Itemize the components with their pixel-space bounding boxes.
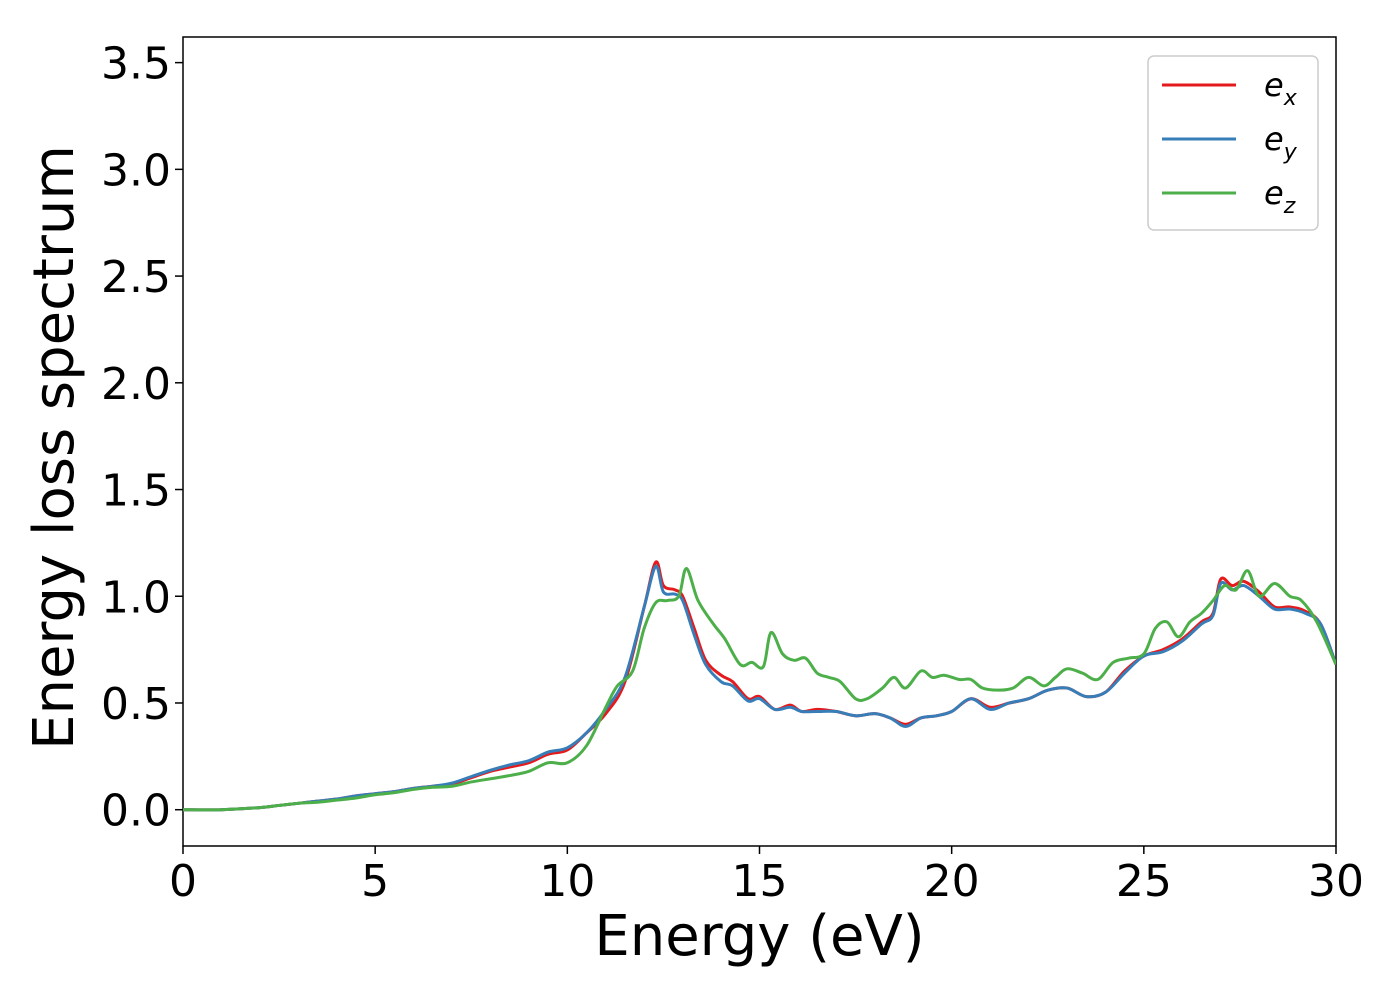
x-axis-title: Energy (eV) [594, 904, 924, 969]
y-tick-label: 1.5 [101, 466, 171, 517]
series-line-z [183, 567, 1336, 812]
y-tick-label: 3.5 [101, 39, 171, 90]
legend-label: ey [1264, 120, 1298, 165]
x-tick-label: 30 [1308, 856, 1364, 907]
y-axis-title: Energy loss spectrum [22, 145, 87, 750]
legend-box [1147, 55, 1319, 231]
y-tick-label: 0.0 [101, 786, 171, 837]
legend: ex ey ez [1147, 55, 1319, 231]
legend-label: ex [1264, 66, 1298, 111]
legend-entry-x: ex [1162, 66, 1298, 111]
x-tick-label: 15 [732, 856, 788, 907]
legend-entry-z: ez [1162, 174, 1296, 219]
y-tick-label: 1.0 [101, 572, 171, 623]
series-line-y [183, 564, 1336, 812]
x-tick-label: 20 [924, 856, 980, 907]
legend-label: ez [1264, 174, 1296, 219]
series-line-x [183, 560, 1336, 812]
x-axis: 0 5 10 15 20 25 30 [169, 846, 1364, 907]
legend-entry-y: ey [1162, 120, 1298, 165]
y-tick-label: 3.0 [101, 145, 171, 196]
y-tick-label: 0.5 [101, 679, 171, 730]
x-tick-label: 5 [361, 856, 389, 907]
x-tick-label: 0 [169, 856, 197, 907]
x-tick-label: 10 [539, 856, 595, 907]
y-tick-label: 2.5 [101, 252, 171, 303]
y-tick-label: 2.0 [101, 359, 171, 410]
series-group [183, 560, 1336, 812]
x-tick-label: 25 [1116, 856, 1172, 907]
y-axis: 0.0 0.5 1.0 1.5 2.0 2.5 3.0 3.5 [101, 39, 183, 837]
